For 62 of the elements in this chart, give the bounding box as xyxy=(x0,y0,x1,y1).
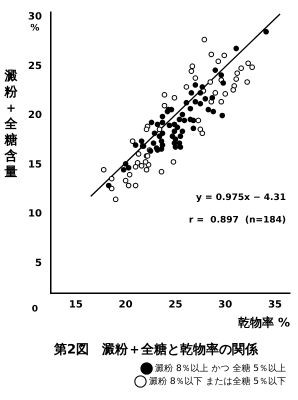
point xyxy=(158,168,164,175)
point xyxy=(200,130,206,136)
point xyxy=(170,159,176,165)
x-tick-label: 20 xyxy=(118,300,133,311)
point xyxy=(162,102,168,108)
y-tick-label: 20 xyxy=(28,110,42,122)
point xyxy=(132,164,138,170)
point xyxy=(233,76,240,82)
point xyxy=(162,92,168,98)
y-axis-title: 澱粉＋全糖含量 xyxy=(4,68,18,180)
point xyxy=(215,58,222,64)
point xyxy=(222,91,228,97)
point xyxy=(190,63,196,70)
point xyxy=(136,151,142,157)
x-tick-label: 30 xyxy=(218,300,232,311)
point xyxy=(172,94,178,101)
x-tick-label: 35 xyxy=(268,300,282,311)
point xyxy=(108,176,114,182)
y-tick-label: 10 xyxy=(28,208,42,220)
point xyxy=(208,79,214,85)
annotation: r = 0.897 (n=184) xyxy=(188,215,286,226)
point xyxy=(212,90,218,96)
point xyxy=(249,64,255,70)
point xyxy=(184,84,190,90)
point xyxy=(144,166,150,173)
legend-label: 澱粉 8％以上 かつ 全糖 5％以上 xyxy=(155,362,286,374)
point xyxy=(144,126,150,132)
point xyxy=(132,182,138,188)
point xyxy=(221,52,228,58)
point xyxy=(122,178,128,184)
point xyxy=(130,138,136,144)
y-tick-label: 15 xyxy=(28,159,42,170)
y-tick-label: 25 xyxy=(28,60,42,72)
point xyxy=(126,172,132,178)
point xyxy=(234,70,240,76)
y-tick-label: 5 xyxy=(34,258,42,270)
text: 第2図 澱粉＋全糖と乾物率の関係 xyxy=(52,342,260,358)
text: % xyxy=(30,23,40,34)
point xyxy=(244,79,250,85)
point xyxy=(198,126,204,132)
point xyxy=(138,163,144,169)
x-tick-label: 15 xyxy=(68,300,83,311)
legend-label: 澱粉 8％以下 または全糖 5％以下 xyxy=(148,376,286,387)
point xyxy=(156,126,162,132)
point xyxy=(188,68,194,74)
point xyxy=(230,87,236,93)
point xyxy=(126,182,132,188)
y-tick-label: 30 xyxy=(28,12,42,23)
point xyxy=(202,36,208,42)
point xyxy=(100,166,107,173)
point xyxy=(192,75,198,81)
point xyxy=(142,159,148,165)
point xyxy=(112,196,118,202)
point xyxy=(218,98,224,105)
point xyxy=(238,65,244,71)
point xyxy=(196,118,202,124)
x-tick-label: 25 xyxy=(168,300,182,311)
annotation: y = 0.975x − 4.31 xyxy=(196,192,286,203)
text: 0 xyxy=(32,304,38,314)
x-axis-title: 乾物率 % xyxy=(238,315,290,330)
point xyxy=(208,52,214,58)
point xyxy=(245,60,251,66)
